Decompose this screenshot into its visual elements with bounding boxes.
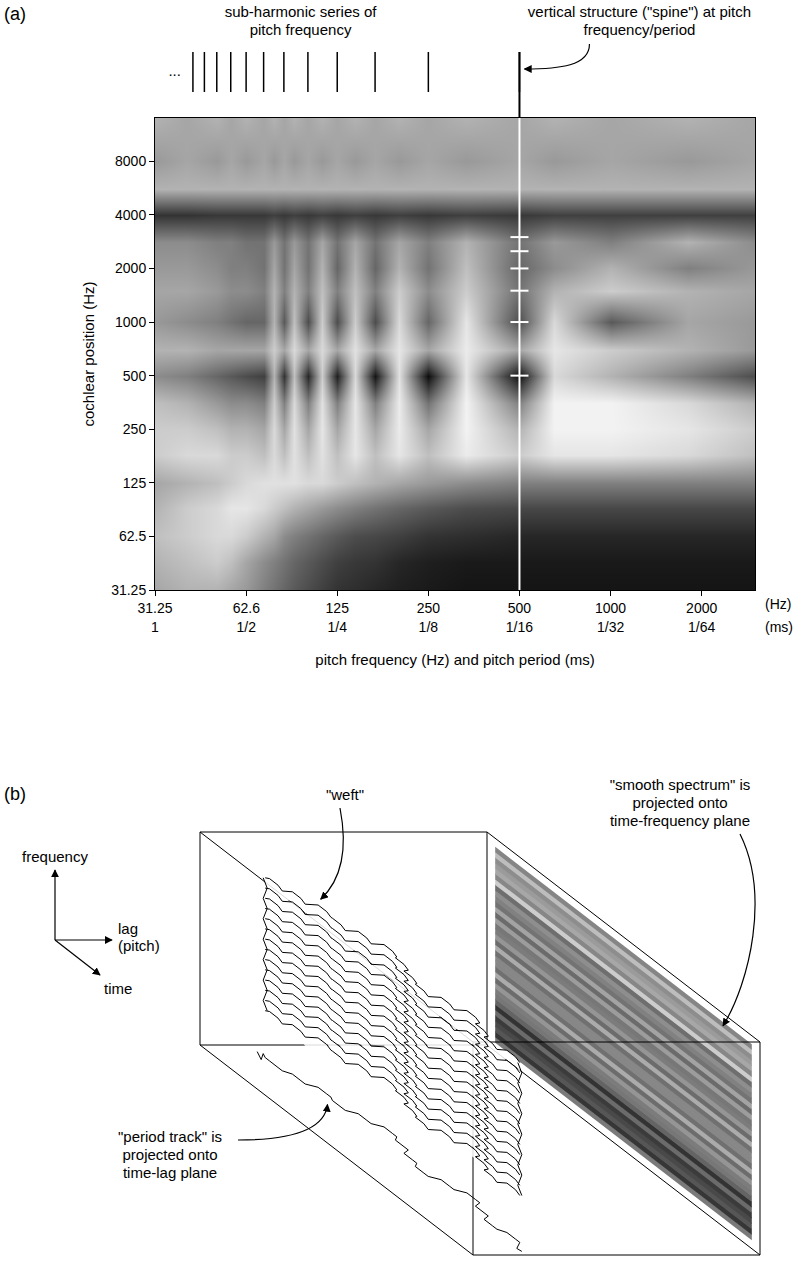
svg-text:1/8: 1/8 — [419, 619, 439, 635]
svg-text:(b): (b) — [4, 784, 26, 804]
svg-text:sub-harmonic series of: sub-harmonic series of — [225, 3, 378, 20]
svg-text:1/64: 1/64 — [688, 619, 715, 635]
svg-text:(pitch): (pitch) — [118, 937, 160, 954]
svg-text:projected onto: projected onto — [122, 1146, 217, 1163]
svg-text:4000: 4000 — [115, 207, 146, 223]
svg-text:1000: 1000 — [595, 600, 626, 616]
svg-text:...: ... — [168, 62, 181, 79]
svg-text:vertical structure ("spine") a: vertical structure ("spine") at pitch — [528, 3, 751, 20]
svg-text:cochlear position (Hz): cochlear position (Hz) — [80, 281, 97, 426]
svg-text:31.25: 31.25 — [111, 582, 146, 598]
svg-text:(ms): (ms) — [765, 619, 793, 635]
svg-text:2000: 2000 — [115, 260, 146, 276]
svg-text:125: 125 — [123, 475, 147, 491]
svg-text:62.6: 62.6 — [233, 600, 260, 616]
svg-text:"period track" is: "period track" is — [118, 1128, 222, 1145]
svg-text:pitch frequency: pitch frequency — [250, 21, 352, 38]
svg-text:1/2: 1/2 — [237, 619, 257, 635]
svg-text:time-frequency plane: time-frequency plane — [610, 812, 750, 829]
svg-text:(a): (a) — [4, 4, 26, 24]
svg-text:500: 500 — [123, 368, 147, 384]
svg-text:frequency/period: frequency/period — [584, 21, 696, 38]
svg-text:projected onto: projected onto — [632, 794, 727, 811]
svg-text:lag: lag — [118, 920, 138, 937]
svg-text:500: 500 — [508, 600, 532, 616]
svg-text:2000: 2000 — [686, 600, 717, 616]
svg-text:"smooth spectrum" is: "smooth spectrum" is — [610, 776, 751, 793]
svg-text:125: 125 — [326, 600, 350, 616]
svg-text:250: 250 — [123, 421, 147, 437]
svg-text:31.25: 31.25 — [137, 600, 172, 616]
svg-text:(Hz): (Hz) — [765, 596, 791, 612]
svg-text:250: 250 — [417, 600, 441, 616]
svg-text:1000: 1000 — [115, 314, 146, 330]
svg-text:1/32: 1/32 — [597, 619, 624, 635]
svg-text:time-lag plane: time-lag plane — [123, 1164, 217, 1181]
svg-text:1/16: 1/16 — [506, 619, 533, 635]
svg-text:8000: 8000 — [115, 153, 146, 169]
svg-text:1: 1 — [151, 619, 159, 635]
svg-text:"weft": "weft" — [326, 786, 364, 803]
svg-text:1/4: 1/4 — [327, 619, 347, 635]
svg-text:62.5: 62.5 — [119, 528, 146, 544]
svg-text:frequency: frequency — [22, 848, 88, 865]
svg-text:time: time — [104, 980, 132, 997]
svg-text:pitch frequency (Hz) and pitch: pitch frequency (Hz) and pitch period (m… — [315, 651, 594, 668]
